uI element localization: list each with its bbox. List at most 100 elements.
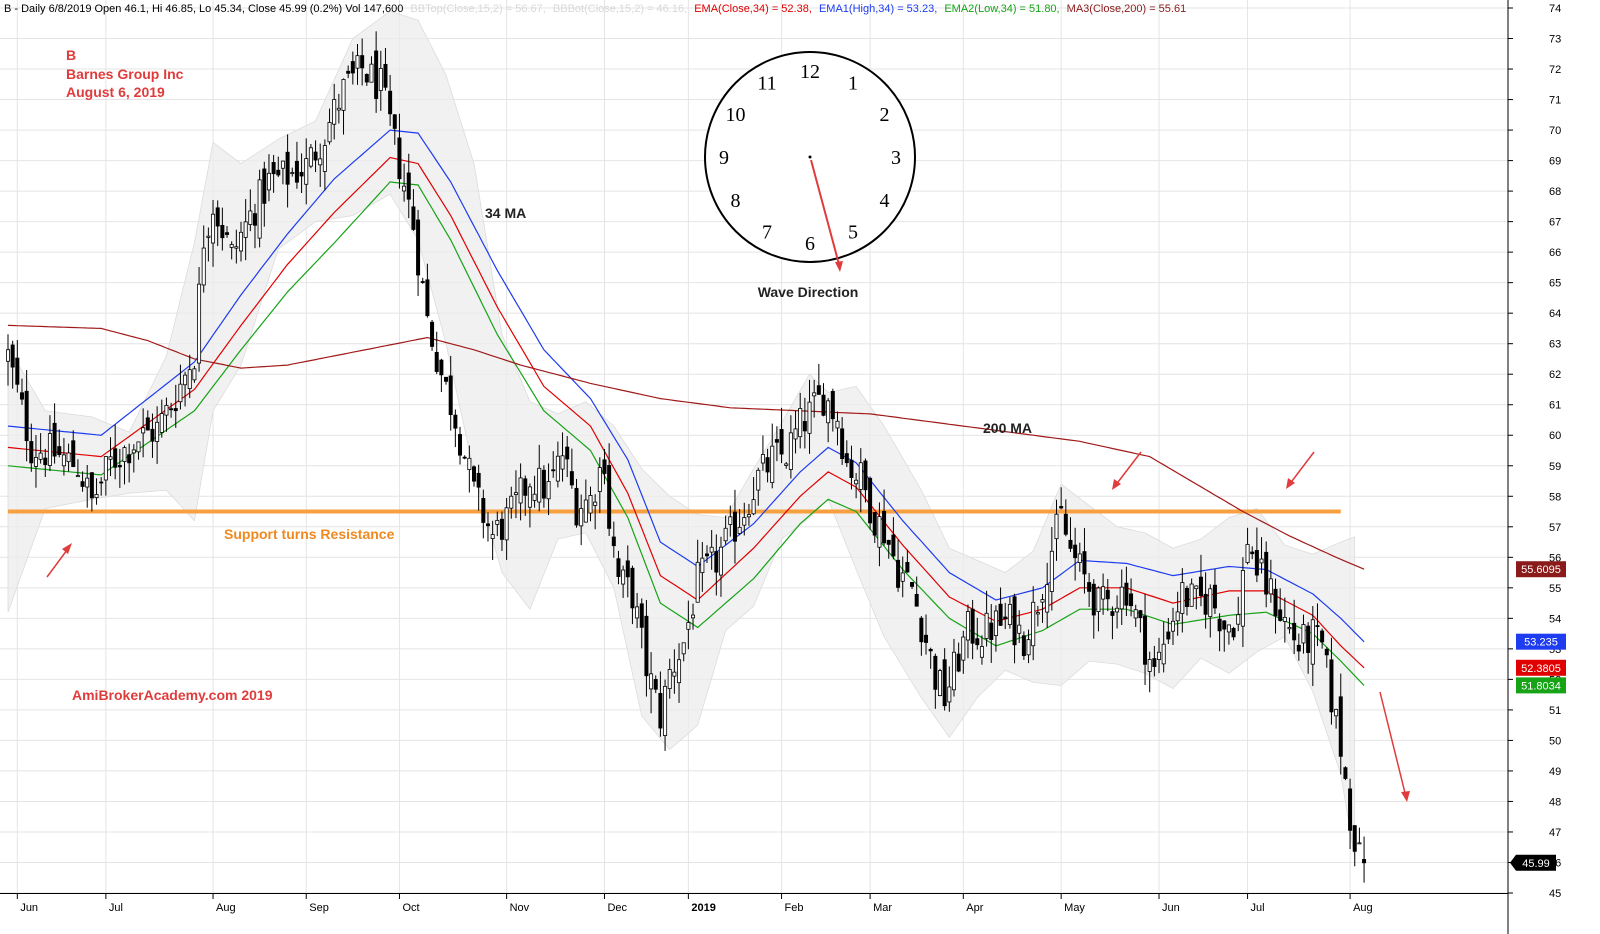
candle-body [1343,767,1348,779]
candle [280,160,285,185]
candle [215,200,220,247]
candle-body [113,448,118,468]
candle-body [485,523,490,527]
candle-body [308,147,313,167]
candle [94,478,99,505]
candle [1035,605,1040,627]
candle [159,399,164,438]
candle-body [499,518,504,540]
candle-body [1073,544,1078,559]
candle [350,51,355,85]
candle [499,511,504,551]
candle-body [85,477,90,488]
candle [243,199,248,261]
candle-body [1245,544,1250,563]
x-tick-label: Sep [309,902,329,914]
ema-low-line [7,181,1365,686]
candle-body [71,440,76,467]
candle [206,227,211,262]
candle [234,229,239,264]
candle-body [1338,696,1343,757]
candle [928,647,933,669]
candle [812,379,817,418]
label-200ma: 200 MA [983,420,1032,436]
candle-body [117,464,122,468]
candle-body [1194,585,1199,590]
candle-body [238,231,243,252]
watermark-text: AmiBrokerAcademy.com 2019 [72,687,273,703]
candle-body [854,479,859,485]
candle-body [933,655,938,690]
candle-body [322,145,327,172]
candle [723,515,728,545]
candle-body [788,432,793,470]
candle [318,143,323,187]
candle-body [830,390,835,420]
candle [672,649,677,694]
candle-body [905,561,910,573]
candle-body [1240,570,1245,627]
y-tick-label: 57 [1549,522,1561,534]
candle [1278,588,1283,622]
candle [858,448,863,513]
candle [420,277,425,284]
x-tick-label: Jun [1162,902,1180,914]
price-tags: 55.6095 53.235 52.3805 51.8034 45.99 [1510,561,1566,871]
candle [150,413,155,458]
candle [71,430,76,468]
candle-body [527,486,532,508]
candle [425,263,430,318]
candle [416,209,421,297]
candle [164,397,169,432]
candle-body [434,351,439,372]
candle [1077,542,1082,572]
price-tag: 52.3805 [1516,659,1566,676]
candle-body [1035,612,1040,615]
candle [145,410,150,431]
candle [555,441,560,488]
candle-body [1007,604,1012,626]
candle [1017,610,1022,644]
candle [332,83,337,140]
candle-body [1124,582,1129,606]
candle-body [541,469,546,499]
y-tick-label: 61 [1549,400,1561,412]
y-tick-label: 63 [1549,339,1561,351]
candle [1054,499,1059,561]
price-tag-label: 53.235 [1524,637,1558,649]
candle [732,489,737,564]
candle-body [891,534,896,557]
candle-body [532,493,537,501]
candle [746,503,751,526]
candle [523,475,528,516]
y-tick-label: 65 [1549,278,1561,290]
candle [830,388,835,432]
candle [1157,637,1162,674]
x-tick-label: Nov [510,902,530,914]
candle [1091,579,1096,639]
candle [849,445,854,490]
candle-body [1306,625,1311,653]
candle-body [1189,583,1194,607]
candle-body [6,349,11,362]
candle [1301,614,1306,654]
candle-body [518,477,523,504]
candle-body [430,321,435,347]
candle-body [732,511,737,542]
candle-body [835,420,840,429]
candle [197,266,202,372]
candle-body [602,459,607,474]
candle [560,432,565,482]
candle [1198,554,1203,607]
candle [271,154,276,193]
candle [518,463,523,521]
candle-body [1026,639,1031,656]
candle [891,517,896,560]
candle-body [141,427,146,434]
candle-body [24,390,29,442]
candle-body [816,385,821,395]
clock-number: 1 [848,73,858,95]
candle [998,587,1003,626]
ema-close-line [7,156,1365,669]
candle-body [43,457,48,466]
